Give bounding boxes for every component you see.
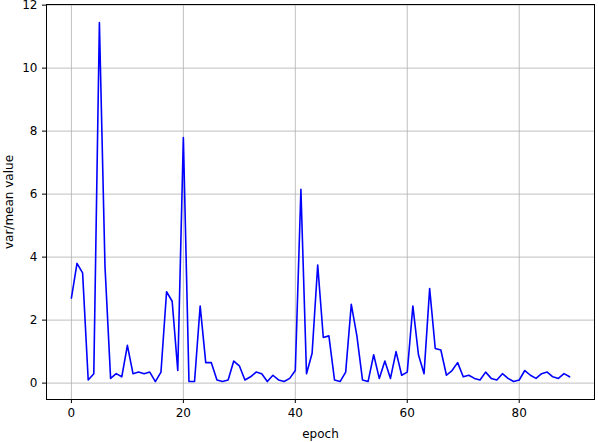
- svg-text:epoch: epoch: [302, 427, 339, 441]
- svg-text:var/mean value: var/mean value: [2, 155, 16, 249]
- svg-text:0: 0: [68, 406, 76, 420]
- svg-text:2: 2: [30, 313, 38, 327]
- svg-text:6: 6: [30, 187, 38, 201]
- svg-text:8: 8: [30, 124, 38, 138]
- svg-text:0: 0: [30, 376, 38, 390]
- svg-text:80: 80: [512, 406, 527, 420]
- svg-text:20: 20: [176, 406, 191, 420]
- svg-text:12: 12: [22, 0, 37, 12]
- svg-text:60: 60: [400, 406, 415, 420]
- svg-text:10: 10: [22, 61, 37, 75]
- svg-text:40: 40: [288, 406, 303, 420]
- svg-text:4: 4: [30, 250, 38, 264]
